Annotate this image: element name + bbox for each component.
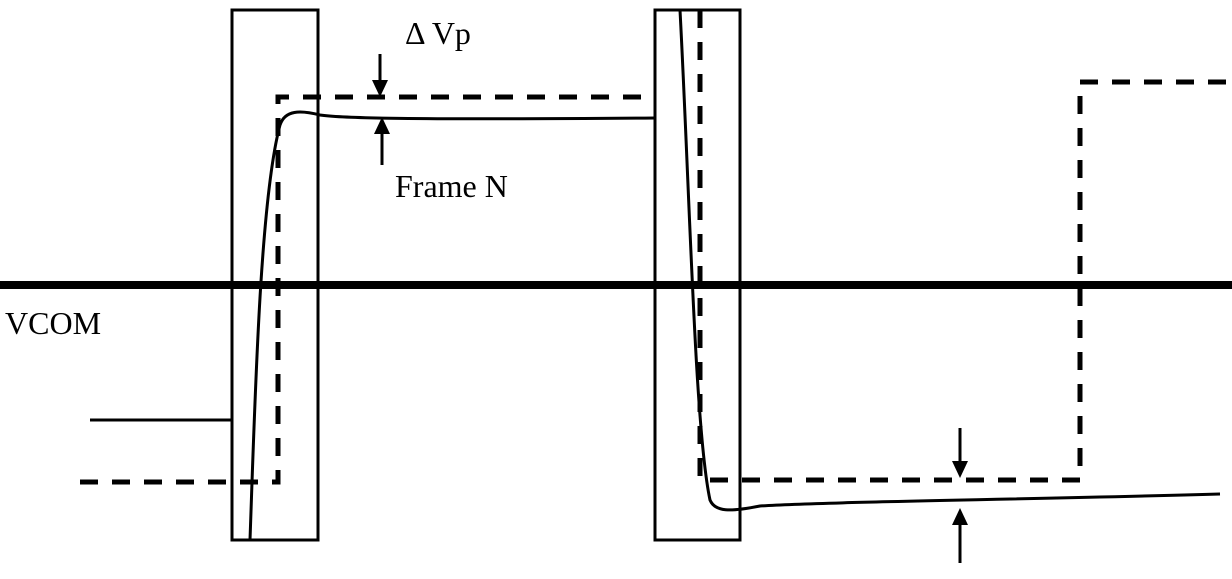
lower-arrow-down [952,428,968,478]
delta-vp-label: Δ Vp [405,15,471,52]
delta-vp-arrow-down [372,54,388,97]
vcom-label: VCOM [5,305,101,342]
delta-vp-arrow-up [374,117,390,165]
gate-pulse-1 [232,10,318,540]
lower-arrow-up [952,508,968,563]
frame-n-label: Frame N [395,168,508,205]
